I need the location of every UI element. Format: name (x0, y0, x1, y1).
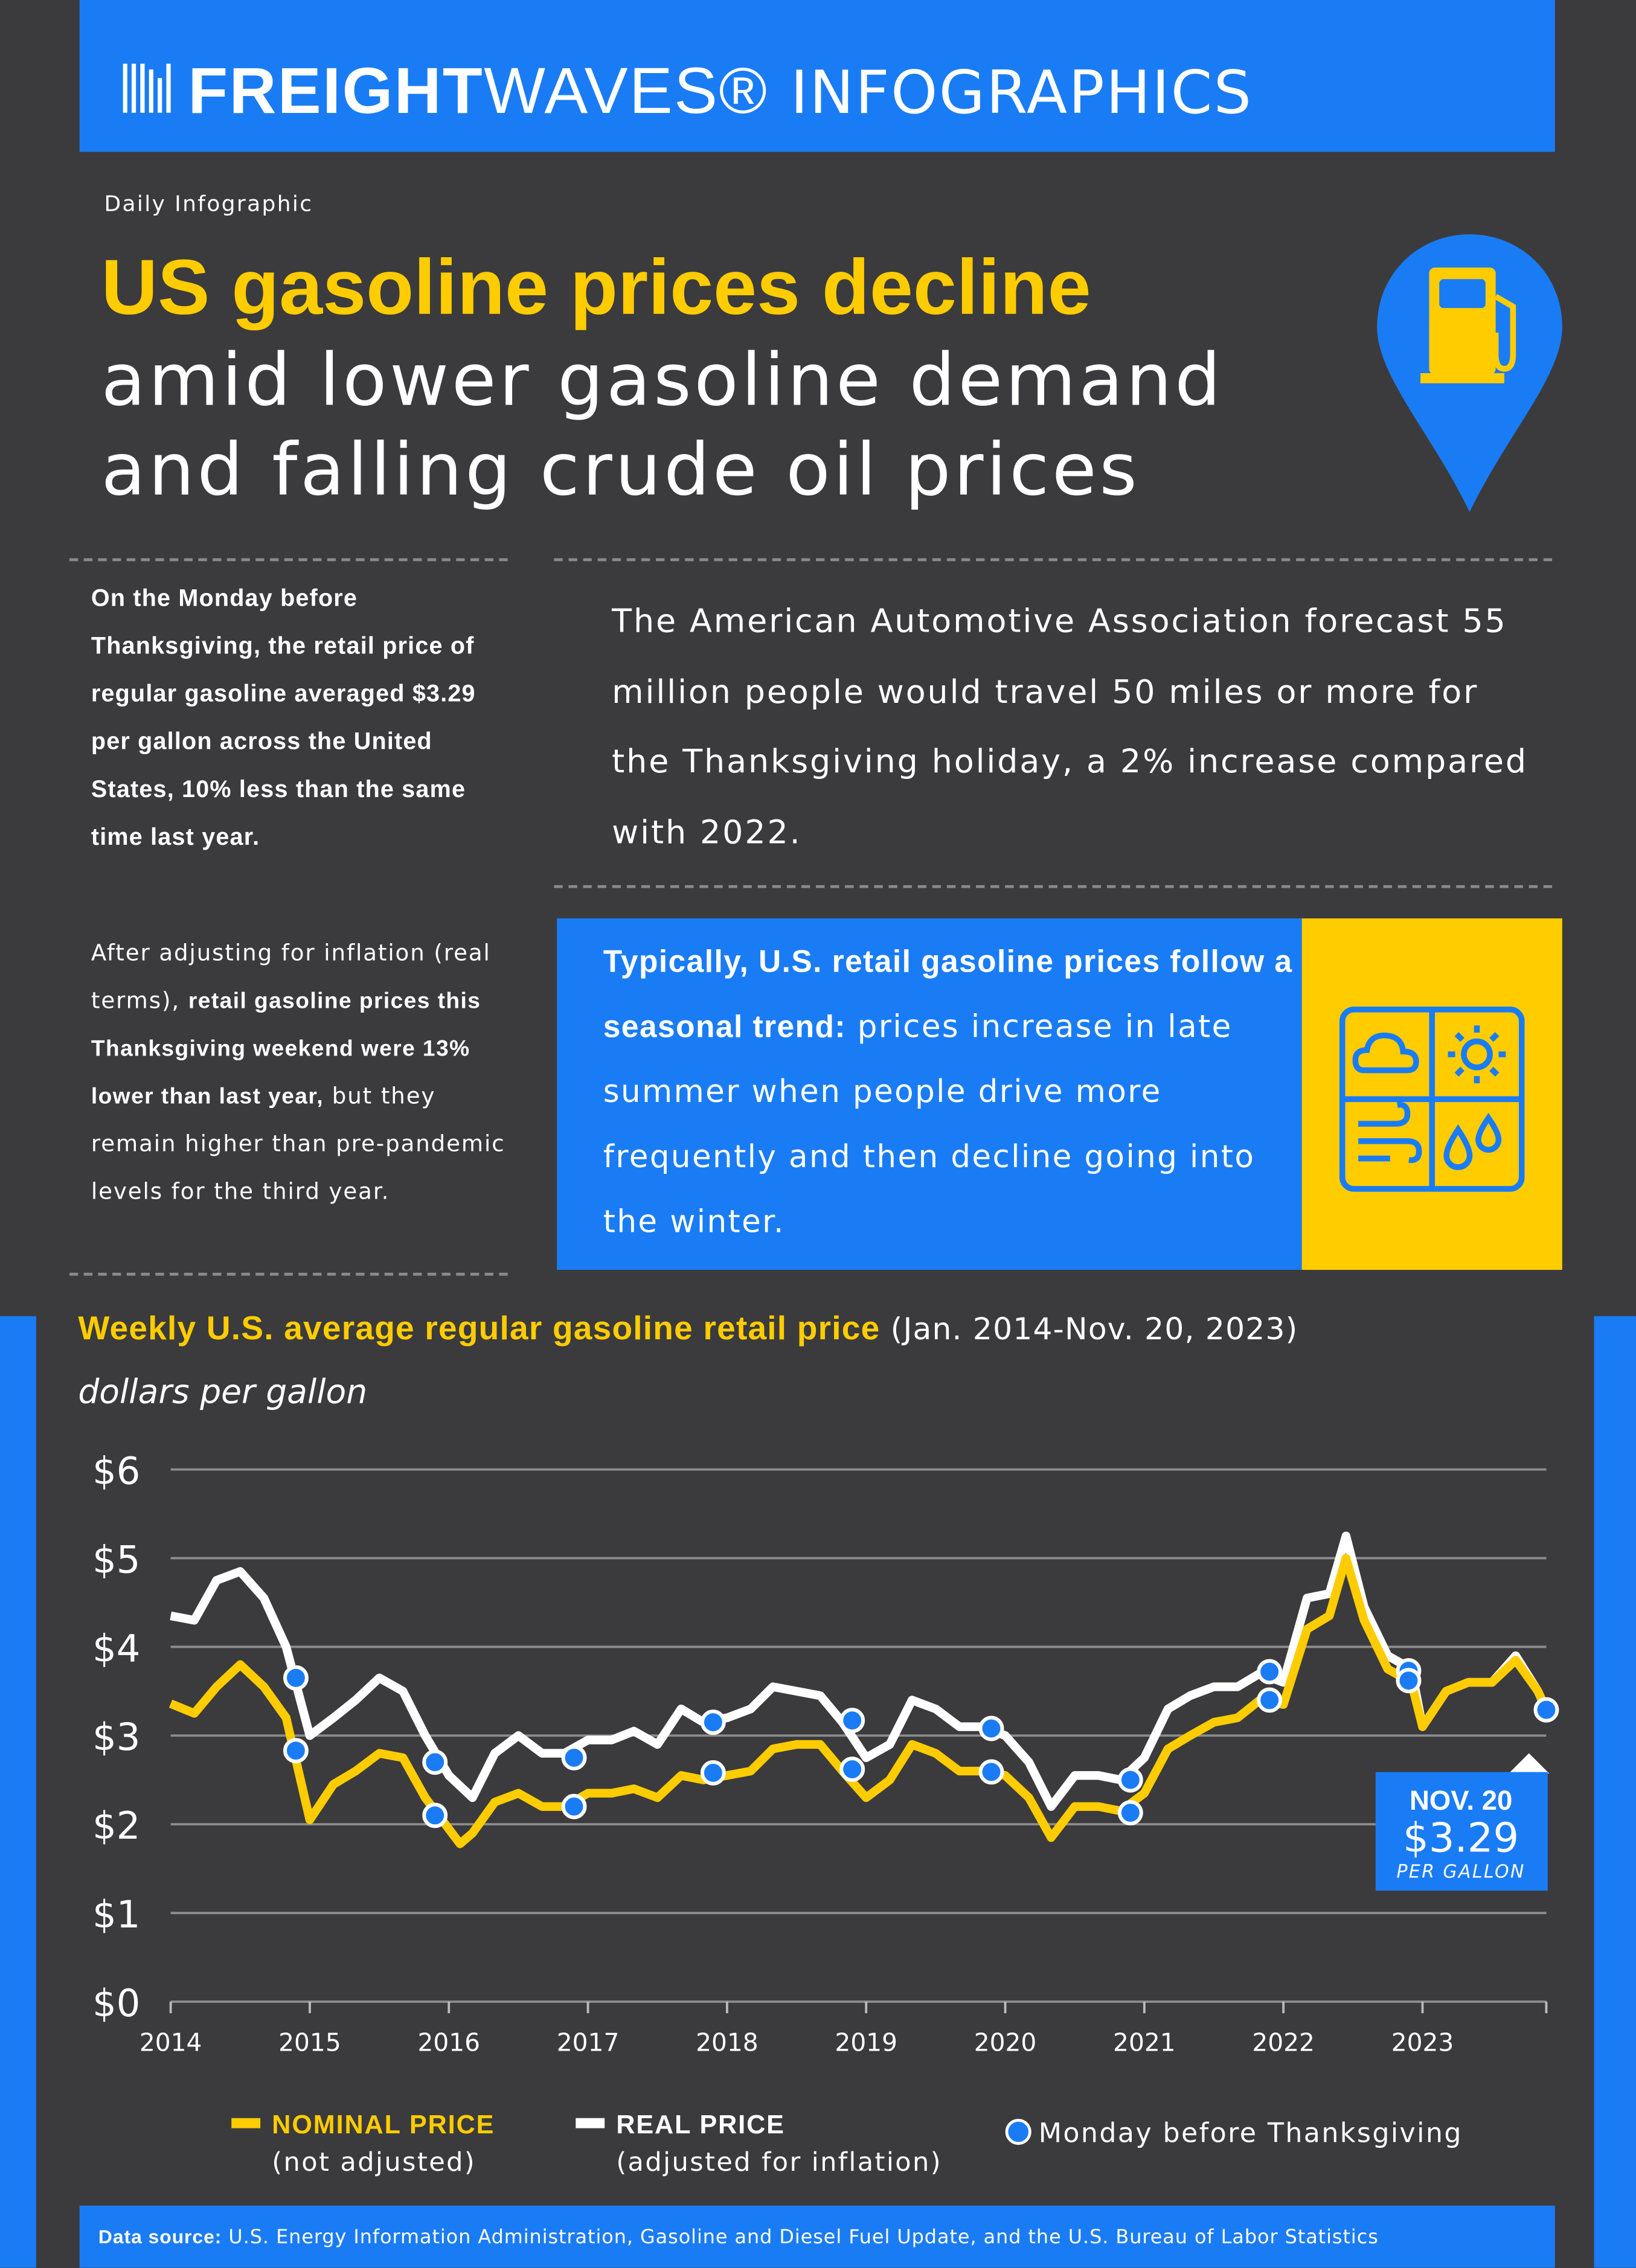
callout-pointer (1509, 1753, 1550, 1774)
y-tick-label: $6 (92, 1449, 140, 1493)
separator (69, 558, 508, 562)
legend-label: Monday before Thanksgiving (1039, 2118, 1463, 2148)
point (1117, 1767, 1143, 1793)
point (283, 1665, 309, 1691)
headline-highlight: US gasoline prices decline (101, 244, 1091, 332)
footer-text: U.S. Energy Information Administration, … (222, 2227, 1379, 2249)
point (978, 1759, 1004, 1785)
point (1257, 1687, 1283, 1713)
x-tick-label: 2017 (557, 2028, 620, 2057)
callout-value: $3.29 (1403, 1814, 1519, 1861)
point (839, 1757, 865, 1783)
y-tick-label: $4 (92, 1626, 140, 1670)
weather-icon (1339, 1007, 1525, 1192)
point (561, 1793, 587, 1819)
point (1533, 1697, 1559, 1723)
x-tick-label: 2018 (696, 2028, 759, 2057)
point (283, 1738, 309, 1764)
callout-unit: PER GALLON (1396, 1861, 1525, 1882)
point (1117, 1800, 1143, 1826)
x-tick-label: 2014 (140, 2028, 202, 2057)
legend-key (1005, 2118, 1031, 2145)
chart-title-main: Weekly U.S. average regular gasoline ret… (78, 1309, 880, 1347)
point (561, 1745, 587, 1770)
brand-section: INFOGRAPHICS (790, 57, 1253, 127)
side-strip (0, 1316, 36, 2268)
separator (554, 558, 1553, 562)
y-tick-label: $3 (92, 1715, 140, 1759)
chart-subtitle: dollars per gallon (78, 1372, 367, 1411)
x-tick-label: 2019 (835, 2028, 897, 2057)
headline-line: amid lower gasoline demand (101, 338, 1224, 423)
x-tick-label: 2021 (1113, 2028, 1176, 2057)
legend-note: (not adjusted) (272, 2147, 476, 2177)
footer: Data source: U.S. Energy Information Adm… (98, 2226, 1379, 2249)
left-paragraph-2: After adjusting for inflation (real term… (91, 930, 513, 1216)
text-segment: retail gasoline prices this Thanksgiving… (91, 989, 481, 1110)
text-segment: After adjusting for inflation (real term… (91, 940, 491, 1014)
separator (554, 885, 1553, 888)
logo-icon (123, 63, 171, 113)
text-segment: but they remain higher than pre-pandemic… (91, 1083, 505, 1205)
brand: FREIGHTWAVES® INFOGRAPHICS (188, 52, 1253, 129)
callout-date: NOV. 20 (1410, 1785, 1512, 1816)
left-paragraph-1: On the Monday before Thanksgiving, the r… (91, 586, 476, 851)
kicker: Daily Infographic (104, 191, 313, 217)
line (168, 1554, 1551, 1848)
legend-note: (adjusted for inflation) (616, 2147, 942, 2177)
chart-title: Weekly U.S. average regular gasoline ret… (78, 1309, 1298, 1347)
x-tick-label: 2023 (1391, 2028, 1454, 2057)
trend-text: Typically, U.S. retail gasoline prices f… (603, 930, 1298, 1255)
pump-pin-icon (1377, 234, 1562, 512)
side-strip (1594, 1316, 1636, 2268)
headline-line: and falling crude oil prices (101, 428, 1140, 512)
point (700, 1760, 726, 1786)
point (978, 1715, 1004, 1741)
y-tick-label: $5 (92, 1537, 140, 1581)
x-tick-label: 2022 (1252, 2028, 1315, 2057)
y-tick-label: $0 (92, 1981, 140, 2025)
chart-title-note: (Jan. 2014-Nov. 20, 2023) (880, 1311, 1298, 1347)
point (422, 1749, 448, 1775)
trend-box (557, 918, 1302, 1270)
point (1396, 1668, 1422, 1694)
x-tick-label: 2016 (417, 2028, 480, 2057)
brand-light: WAVES® (484, 53, 769, 127)
right-paragraph: The American Automotive Association fore… (612, 603, 1529, 851)
legend-label: REAL PRICE (616, 2110, 784, 2139)
point (422, 1802, 448, 1828)
x-tick-label: 2020 (974, 2028, 1037, 2057)
separator (69, 1272, 508, 1276)
brand-bold: FREIGHT (188, 53, 484, 127)
headline: amid lower gasoline demand and falling c… (101, 336, 1224, 515)
y-tick-label: $2 (92, 1804, 140, 1848)
text-segment: Typically, U.S. retail gasoline prices f… (603, 944, 1293, 1045)
y-tick-label: $1 (92, 1892, 140, 1936)
point (1257, 1659, 1283, 1685)
point (700, 1709, 726, 1735)
x-tick-label: 2015 (278, 2028, 341, 2057)
line (170, 1531, 1551, 1811)
header-bar (79, 0, 1555, 152)
callout-box (1375, 1772, 1548, 1891)
legend-label: NOMINAL PRICE (272, 2110, 495, 2139)
footer-bar (79, 2205, 1555, 2268)
footer-label: Data source: (98, 2226, 222, 2248)
text-segment: prices increase in late summer when peop… (603, 1009, 1256, 1241)
point (839, 1708, 865, 1734)
